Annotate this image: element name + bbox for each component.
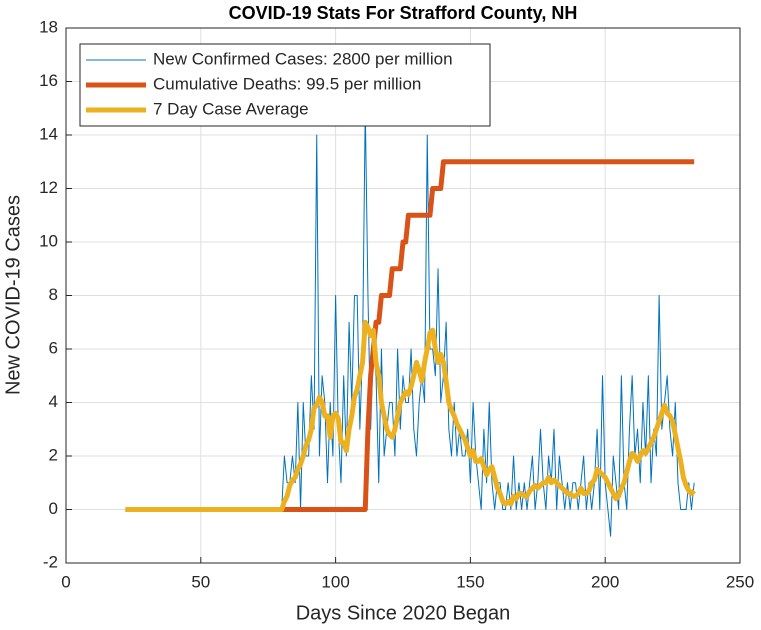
x-tick-label: 0 [61, 572, 70, 591]
y-tick-label: 18 [39, 17, 58, 36]
x-tick-label: 250 [726, 572, 754, 591]
x-tick-label: 50 [191, 572, 210, 591]
y-tick-label: 12 [39, 178, 58, 197]
y-tick-label: 10 [39, 231, 58, 250]
y-tick-label: -2 [43, 552, 58, 571]
y-tick-label: 6 [49, 338, 58, 357]
chart-title: COVID-19 Stats For Strafford County, NH [229, 3, 578, 23]
x-axis-label: Days Since 2020 Began [296, 602, 511, 624]
legend-label: Cumulative Deaths: 99.5 per million [153, 74, 421, 93]
series-line [281, 159, 695, 512]
series-line [125, 319, 696, 512]
y-tick-label: 16 [39, 71, 58, 90]
legend-box [79, 43, 491, 127]
y-tick-label: 8 [49, 285, 58, 304]
x-tick-label: 200 [591, 572, 619, 591]
x-tick-label: 150 [456, 572, 484, 591]
x-tick-label: 100 [321, 572, 349, 591]
plot-lines [125, 107, 696, 537]
legend: New Confirmed Cases: 2800 per million Cum… [79, 43, 491, 127]
y-tick-label: 0 [49, 499, 58, 518]
y-tick-label: 14 [39, 124, 58, 143]
y-tick-label: 4 [49, 392, 58, 411]
y-tick-label: 2 [49, 445, 58, 464]
y-axis-label: New COVID-19 Cases [2, 195, 24, 395]
legend-label: New Confirmed Cases: 2800 per million [153, 49, 453, 68]
legend-label: 7 Day Case Average [153, 99, 309, 118]
